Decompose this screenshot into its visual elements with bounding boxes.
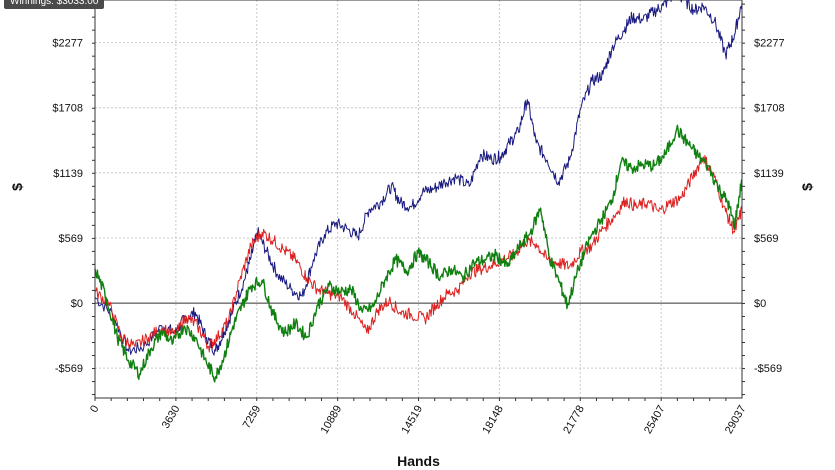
series-line-1 (94, 155, 743, 353)
x-tick-labels: 0 3630 7259 10889 14519 18148 21778 25407 29037 (88, 403, 748, 435)
plot-frame (92, 0, 745, 401)
y-tick-label-left: -$569 (55, 363, 83, 375)
y-tick-label-right: $1708 (754, 103, 785, 115)
winnings-legend: Winnings: $3033.00 (4, 0, 105, 9)
x-tick-label: 18148 (480, 403, 506, 435)
x-axis-title: Hands (397, 453, 440, 469)
y-tick-label-right: $569 (754, 233, 778, 245)
series-line-2 (94, 124, 743, 383)
x-tick-label: 25407 (642, 404, 668, 436)
x-tick-label: 3630 (160, 404, 183, 431)
x-tick-label: 10889 (319, 404, 345, 436)
x-tick-label: 14519 (399, 404, 425, 436)
x-tick-label: 7259 (241, 404, 264, 431)
x-tick-label: 29037 (723, 404, 749, 436)
y-tick-label-right: $0 (754, 298, 766, 310)
y-tick-label-left: $1139 (53, 168, 83, 180)
y-tick-label-right: $1139 (754, 168, 784, 180)
y-axis-title-right: $ (799, 183, 815, 191)
y-tick-label-right: -$569 (754, 363, 782, 375)
x-tick-label: 0 (88, 404, 101, 415)
y-tick-labels-left: -$569 $0 $569 $1139 $1708 $2277 (52, 38, 83, 375)
series-layer (94, 0, 743, 383)
y-tick-label-left: $2277 (52, 38, 83, 50)
y-axis-title-left: $ (9, 183, 25, 191)
y-tick-label-left: $0 (71, 298, 83, 310)
y-tick-labels-right: -$569 $0 $569 $1139 $1708 $2277 (754, 38, 785, 375)
y-tick-label-left: $1708 (52, 103, 83, 115)
y-tick-label-right: $2277 (754, 38, 785, 50)
x-tick-label: 21778 (561, 404, 587, 436)
y-tick-label-left: $569 (59, 233, 83, 245)
series-line-0 (94, 0, 743, 356)
